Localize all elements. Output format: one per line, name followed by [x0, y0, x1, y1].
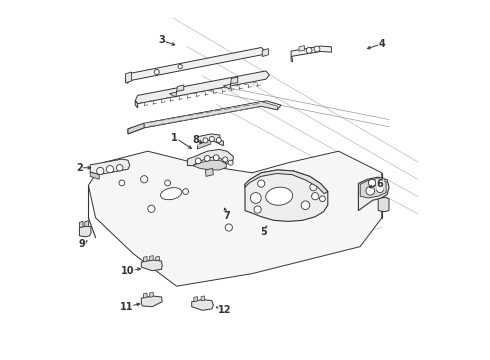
Polygon shape: [193, 160, 226, 170]
Circle shape: [319, 196, 325, 202]
Polygon shape: [135, 101, 138, 108]
Circle shape: [216, 138, 221, 143]
Polygon shape: [144, 293, 147, 298]
Circle shape: [258, 180, 265, 187]
Polygon shape: [205, 168, 213, 176]
Polygon shape: [128, 101, 281, 134]
Polygon shape: [194, 297, 197, 302]
Text: 10: 10: [121, 266, 135, 276]
Circle shape: [314, 46, 320, 52]
Polygon shape: [187, 149, 233, 166]
Circle shape: [225, 224, 232, 231]
Polygon shape: [197, 140, 211, 149]
Text: 6: 6: [377, 179, 383, 189]
Polygon shape: [245, 170, 328, 221]
Circle shape: [368, 179, 376, 186]
Polygon shape: [201, 296, 205, 301]
Text: 8: 8: [192, 135, 199, 145]
Polygon shape: [141, 296, 162, 307]
Polygon shape: [125, 48, 265, 81]
Polygon shape: [90, 172, 99, 179]
Polygon shape: [90, 159, 130, 175]
Polygon shape: [291, 58, 293, 62]
Circle shape: [228, 160, 233, 165]
Circle shape: [117, 165, 123, 171]
Polygon shape: [135, 71, 270, 104]
Polygon shape: [245, 170, 328, 194]
Polygon shape: [149, 292, 153, 297]
Polygon shape: [125, 78, 128, 84]
Circle shape: [310, 184, 317, 191]
Polygon shape: [128, 123, 144, 134]
Polygon shape: [125, 72, 132, 83]
Ellipse shape: [161, 188, 182, 200]
Text: 11: 11: [120, 302, 133, 312]
Circle shape: [178, 64, 182, 69]
Circle shape: [366, 186, 374, 195]
Circle shape: [148, 205, 155, 212]
Text: 5: 5: [260, 227, 267, 237]
Polygon shape: [88, 151, 382, 286]
Circle shape: [254, 206, 261, 213]
Text: 9: 9: [79, 239, 86, 249]
Polygon shape: [170, 85, 184, 97]
Circle shape: [312, 193, 319, 200]
Circle shape: [165, 180, 171, 186]
Circle shape: [154, 69, 159, 75]
Circle shape: [97, 167, 104, 175]
Circle shape: [222, 157, 228, 162]
Text: 12: 12: [218, 305, 232, 315]
Circle shape: [250, 193, 261, 203]
Circle shape: [203, 138, 208, 143]
Polygon shape: [79, 226, 91, 237]
Polygon shape: [360, 179, 386, 198]
Text: 1: 1: [172, 132, 178, 143]
Circle shape: [106, 166, 114, 173]
Circle shape: [141, 176, 148, 183]
Polygon shape: [144, 102, 277, 128]
Polygon shape: [79, 221, 83, 228]
Circle shape: [209, 136, 215, 141]
Circle shape: [183, 189, 189, 194]
Text: 2: 2: [76, 163, 83, 173]
Circle shape: [196, 158, 201, 164]
Circle shape: [376, 185, 384, 193]
Polygon shape: [358, 177, 389, 211]
Polygon shape: [223, 77, 238, 89]
Polygon shape: [85, 221, 88, 227]
Polygon shape: [262, 49, 269, 57]
Circle shape: [119, 180, 125, 186]
Polygon shape: [144, 256, 147, 262]
Polygon shape: [197, 134, 223, 146]
Circle shape: [306, 48, 312, 53]
Polygon shape: [299, 46, 304, 51]
Polygon shape: [291, 46, 331, 58]
Polygon shape: [192, 300, 213, 310]
Polygon shape: [141, 260, 162, 271]
Text: 3: 3: [158, 35, 165, 45]
Circle shape: [204, 156, 210, 161]
Polygon shape: [149, 256, 153, 261]
Ellipse shape: [266, 187, 293, 205]
Polygon shape: [378, 197, 389, 212]
Polygon shape: [156, 256, 159, 261]
Circle shape: [213, 155, 219, 161]
Circle shape: [301, 201, 310, 210]
Text: 4: 4: [378, 39, 385, 49]
Text: 7: 7: [223, 211, 230, 221]
